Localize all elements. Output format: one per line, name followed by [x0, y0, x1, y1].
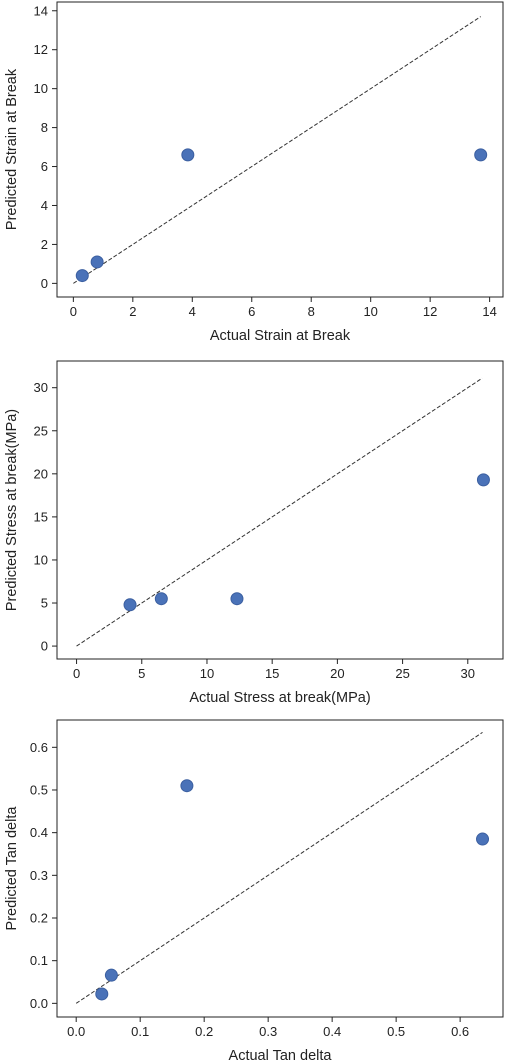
data-point — [181, 148, 195, 162]
y-tick-label: 0.2 — [30, 911, 48, 926]
data-point — [104, 968, 118, 982]
x-tick-label: 0.1 — [131, 1024, 149, 1039]
y-tick-label: 6 — [41, 159, 48, 174]
y-axis-title: Predicted Stress at break(MPa) — [4, 409, 20, 611]
x-tick-label: 10 — [200, 666, 214, 681]
y-tick-label: 0.4 — [30, 825, 48, 840]
scatter-panel-3: 0.0 0.1 0.2 0.3 0.4 0.5 0.6 0.0 0.1 0.2 0.3 0.4 0.5 0… — [4, 719, 504, 1064]
data-point — [95, 987, 109, 1001]
identity-reference-line — [73, 16, 481, 284]
y-tick-label: 0 — [41, 276, 48, 291]
x-tick-label: 10 — [363, 304, 377, 319]
x-tick-label: 12 — [423, 304, 437, 319]
x-tick-label: 8 — [308, 304, 315, 319]
y-tick-label: 2 — [41, 237, 48, 252]
x-tick-label: 14 — [482, 304, 496, 319]
y-tick-label: 10 — [34, 81, 48, 96]
y-tick-label: 0.6 — [30, 740, 48, 755]
y-tick-label: 5 — [41, 596, 48, 611]
data-point — [180, 779, 194, 793]
x-tick-label: 4 — [189, 304, 196, 319]
x-tick-label: 5 — [138, 666, 145, 681]
x-tick-label: 0.2 — [195, 1024, 213, 1039]
data-point — [230, 592, 244, 606]
x-axis-title: Actual Strain at Break — [210, 328, 351, 344]
x-tick-label: 20 — [330, 666, 344, 681]
y-tick-label: 12 — [34, 42, 48, 57]
x-tick-label: 2 — [129, 304, 136, 319]
y-tick-label: 0 — [41, 639, 48, 654]
x-tick-label: 0.5 — [387, 1024, 405, 1039]
x-tick-label: 6 — [248, 304, 255, 319]
x-tick-label: 15 — [265, 666, 279, 681]
data-point — [476, 473, 490, 487]
y-tick-label: 0.0 — [30, 996, 48, 1011]
x-tick-label: 25 — [395, 666, 409, 681]
y-axis-title: Predicted Strain at Break — [4, 68, 20, 230]
y-tick-label: 30 — [34, 380, 48, 395]
y-tick-label: 4 — [41, 198, 48, 213]
scatter-panel-2: 0 5 10 15 20 25 30 0 5 10 15 20 25 30 Actual Stress at… — [4, 360, 504, 706]
data-point — [90, 255, 104, 269]
y-tick-label: 8 — [41, 120, 48, 135]
x-tick-label: 0.0 — [67, 1024, 85, 1039]
x-tick-label: 0 — [70, 304, 77, 319]
identity-reference-line — [75, 731, 483, 1004]
x-tick-label: 0.6 — [451, 1024, 469, 1039]
data-point — [476, 832, 490, 846]
x-tick-label: 30 — [461, 666, 475, 681]
identity-reference-line — [76, 377, 483, 647]
x-tick-label: 0.3 — [259, 1024, 277, 1039]
y-tick-label: 0.3 — [30, 868, 48, 883]
y-tick-label: 14 — [34, 3, 48, 18]
x-tick-label: 0.4 — [323, 1024, 341, 1039]
x-axis-title: Actual Stress at break(MPa) — [189, 690, 370, 706]
y-tick-label: 20 — [34, 466, 48, 481]
data-point — [123, 598, 137, 612]
y-tick-label: 10 — [34, 552, 48, 567]
data-point — [75, 269, 89, 283]
plot-frame — [56, 719, 504, 1018]
y-tick-label: 25 — [34, 423, 48, 438]
data-point — [474, 148, 488, 162]
plot-frame — [56, 1, 504, 298]
x-axis-title: Actual Tan delta — [229, 1048, 333, 1064]
data-point — [154, 592, 168, 606]
y-tick-label: 0.5 — [30, 782, 48, 797]
scatter-panel-1: 0 2 4 6 8 10 12 14 0 2 4 6 8 10 12 14 Actual Strain at B… — [4, 1, 504, 344]
y-axis-title: Predicted Tan delta — [4, 806, 20, 931]
plot-frame — [56, 360, 504, 660]
y-tick-label: 15 — [34, 509, 48, 524]
y-tick-label: 0.1 — [30, 953, 48, 968]
x-tick-label: 0 — [73, 666, 80, 681]
